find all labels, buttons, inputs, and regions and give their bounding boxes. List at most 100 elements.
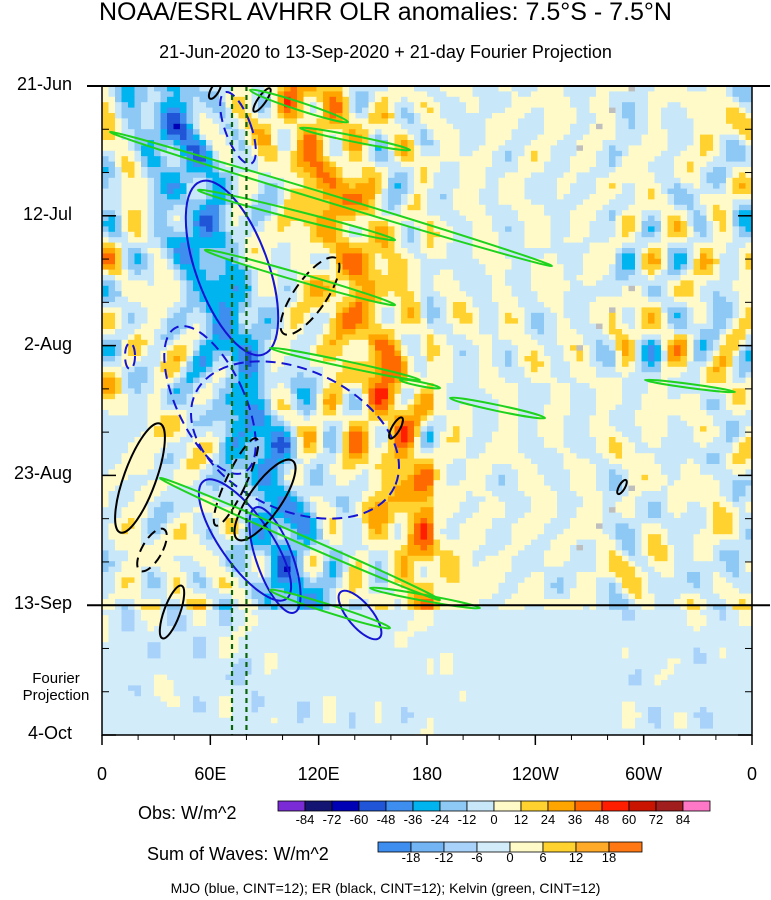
olr-cell bbox=[576, 161, 584, 168]
olr-cell bbox=[186, 107, 194, 114]
olr-cell bbox=[102, 350, 110, 357]
olr-cell bbox=[388, 318, 396, 325]
olr-cell bbox=[433, 140, 441, 146]
olr-cell bbox=[622, 210, 630, 217]
olr-cell bbox=[492, 312, 500, 319]
olr-cell bbox=[245, 285, 253, 292]
olr-cell bbox=[453, 140, 461, 146]
olr-cell bbox=[342, 339, 350, 346]
olr-cell bbox=[420, 102, 428, 109]
olr-cell bbox=[596, 86, 604, 92]
olr-cell bbox=[199, 231, 207, 238]
olr-cell bbox=[420, 253, 428, 260]
olr-cell bbox=[739, 156, 747, 163]
olr-cell bbox=[368, 312, 376, 319]
olr-cell bbox=[173, 86, 181, 92]
olr-cell bbox=[706, 129, 714, 136]
olr-cell bbox=[199, 123, 207, 130]
olr-cell bbox=[641, 237, 649, 244]
olr-cell bbox=[687, 302, 695, 308]
olr-cell bbox=[459, 280, 467, 287]
olr-cell bbox=[277, 334, 285, 341]
olr-cell bbox=[726, 91, 734, 98]
olr-cell bbox=[557, 291, 565, 298]
olr-cell bbox=[199, 107, 207, 114]
olr-cell bbox=[511, 231, 519, 238]
olr-cell bbox=[368, 248, 376, 254]
olr-cell bbox=[355, 210, 363, 217]
olr-cell bbox=[381, 253, 389, 260]
olr-cell bbox=[297, 134, 305, 141]
olr-cell bbox=[719, 188, 727, 195]
olr-cell bbox=[466, 318, 474, 325]
olr-cell bbox=[544, 350, 552, 357]
olr-cell bbox=[667, 248, 675, 254]
olr-cell bbox=[284, 307, 292, 314]
olr-cell bbox=[394, 248, 402, 254]
olr-cell bbox=[531, 318, 539, 325]
olr-cell bbox=[667, 275, 675, 281]
olr-cell bbox=[102, 264, 110, 271]
olr-cell bbox=[719, 264, 727, 271]
olr-cell bbox=[719, 253, 727, 260]
olr-cell bbox=[576, 145, 584, 152]
olr-cell bbox=[303, 312, 311, 319]
olr-cell bbox=[167, 264, 175, 271]
olr-cell bbox=[121, 107, 129, 114]
olr-cell bbox=[589, 345, 597, 352]
olr-cell bbox=[583, 134, 591, 141]
olr-cell bbox=[485, 140, 493, 146]
olr-cell bbox=[719, 113, 727, 119]
olr-cell bbox=[193, 312, 201, 319]
olr-cell bbox=[297, 226, 305, 233]
olr-cell bbox=[277, 339, 285, 346]
olr-cell bbox=[245, 237, 253, 244]
olr-cell bbox=[336, 237, 344, 244]
olr-cell bbox=[726, 302, 734, 308]
olr-cell bbox=[511, 237, 519, 244]
olr-cell bbox=[154, 215, 162, 222]
olr-cell bbox=[563, 156, 571, 163]
olr-cell bbox=[134, 194, 142, 200]
olr-cell bbox=[583, 242, 591, 249]
olr-cell bbox=[440, 345, 448, 352]
olr-cell bbox=[108, 96, 116, 103]
olr-cell bbox=[732, 96, 740, 103]
olr-cell bbox=[414, 129, 422, 136]
olr-cell bbox=[654, 172, 662, 179]
olr-cell bbox=[615, 177, 623, 184]
olr-cell bbox=[531, 323, 539, 330]
olr-cell bbox=[563, 275, 571, 281]
olr-cell bbox=[524, 113, 532, 119]
olr-cell bbox=[661, 194, 669, 200]
olr-cell bbox=[739, 318, 747, 325]
olr-cell bbox=[199, 91, 207, 98]
olr-cell bbox=[115, 150, 123, 157]
olr-cell bbox=[420, 264, 428, 271]
olr-cell bbox=[193, 118, 201, 125]
olr-cell bbox=[349, 161, 357, 168]
olr-cell bbox=[134, 269, 142, 276]
olr-cell bbox=[466, 102, 474, 109]
olr-cell bbox=[706, 237, 714, 244]
olr-cell bbox=[479, 329, 487, 335]
olr-cell bbox=[576, 275, 584, 281]
olr-cell bbox=[492, 291, 500, 298]
olr-cell bbox=[745, 280, 752, 287]
olr-cell bbox=[362, 237, 370, 244]
olr-cell bbox=[485, 118, 493, 125]
olr-cell bbox=[154, 91, 162, 98]
olr-cell bbox=[128, 291, 136, 298]
olr-cell bbox=[115, 129, 123, 136]
olr-cell bbox=[693, 183, 701, 190]
olr-cell bbox=[446, 248, 454, 254]
olr-cell bbox=[745, 204, 752, 211]
olr-cell bbox=[531, 264, 539, 271]
olr-cell bbox=[342, 237, 350, 244]
olr-cell bbox=[654, 91, 662, 98]
olr-cell bbox=[160, 210, 168, 217]
olr-cell bbox=[713, 334, 721, 341]
olr-cell bbox=[342, 231, 350, 238]
olr-cell bbox=[154, 172, 162, 179]
olr-cell bbox=[433, 167, 441, 173]
